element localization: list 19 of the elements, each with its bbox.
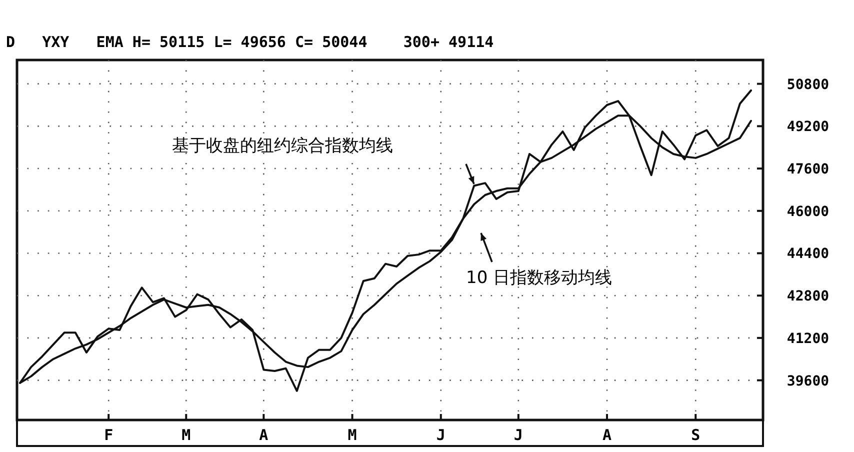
x-tick-label: A <box>602 426 612 444</box>
chart-title: D YXY EMA H= 50115 L= 49656 C= 50044 300+ 49114 <box>6 33 494 51</box>
y-tick-label: 42800 <box>786 288 830 305</box>
x-tick-label: S <box>691 426 700 444</box>
y-tick-label: 49200 <box>786 119 830 136</box>
x-tick-label: M <box>182 426 191 444</box>
y-tick-label: 46000 <box>786 204 830 220</box>
y-tick-label: 39600 <box>786 373 830 390</box>
y-tick-label: 47600 <box>786 162 830 178</box>
annotation: 基于收盘的纽约综合指数均线 <box>172 136 393 156</box>
x-tick-label: J <box>514 426 523 444</box>
x-tick-label: A <box>259 426 268 444</box>
y-tick-label: 50800 <box>786 76 830 93</box>
annotation: 10 日指数移动均线 <box>466 268 612 288</box>
y-tick-label: 41200 <box>786 330 830 347</box>
x-tick-label: J <box>436 426 446 444</box>
y-tick-label: 44400 <box>786 246 830 262</box>
x-tick-label: M <box>348 426 357 444</box>
x-tick-label: F <box>104 426 114 444</box>
